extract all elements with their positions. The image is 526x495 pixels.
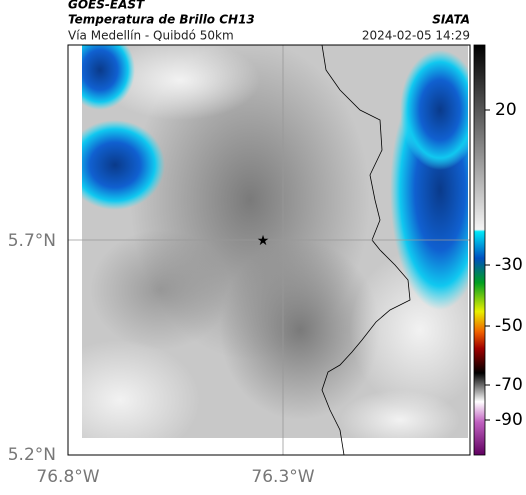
header-timestamp: 2024-02-05 14:29 xyxy=(362,29,470,43)
colorbar xyxy=(473,44,486,456)
colorbar-label: -90 xyxy=(495,410,523,430)
colorbar-label: -50 xyxy=(495,316,523,336)
header-subtitle: Temperatura de Brillo CH13 xyxy=(68,13,255,27)
header-title: GOES-EAST xyxy=(68,0,145,12)
lon-label: 76.3°W xyxy=(251,467,314,487)
colorbar-label: 20 xyxy=(495,100,517,120)
lon-label: 76.8°W xyxy=(36,467,99,487)
satellite-image xyxy=(82,45,468,438)
city-marker: ★ xyxy=(257,233,270,249)
border-line xyxy=(321,44,411,456)
map-frame xyxy=(67,44,471,456)
lat-label: 5.7°N xyxy=(8,231,56,251)
header-route: Vía Medellín - Quibdó 50km xyxy=(68,29,234,43)
lat-label: 5.2°N xyxy=(8,445,56,465)
colorbar-ticks: 20 -30 -50 -70 -90 xyxy=(485,100,523,430)
header-source: SIATA xyxy=(432,13,470,27)
colorbar-label: -30 xyxy=(495,255,523,275)
colorbar-label: -70 xyxy=(495,375,523,395)
